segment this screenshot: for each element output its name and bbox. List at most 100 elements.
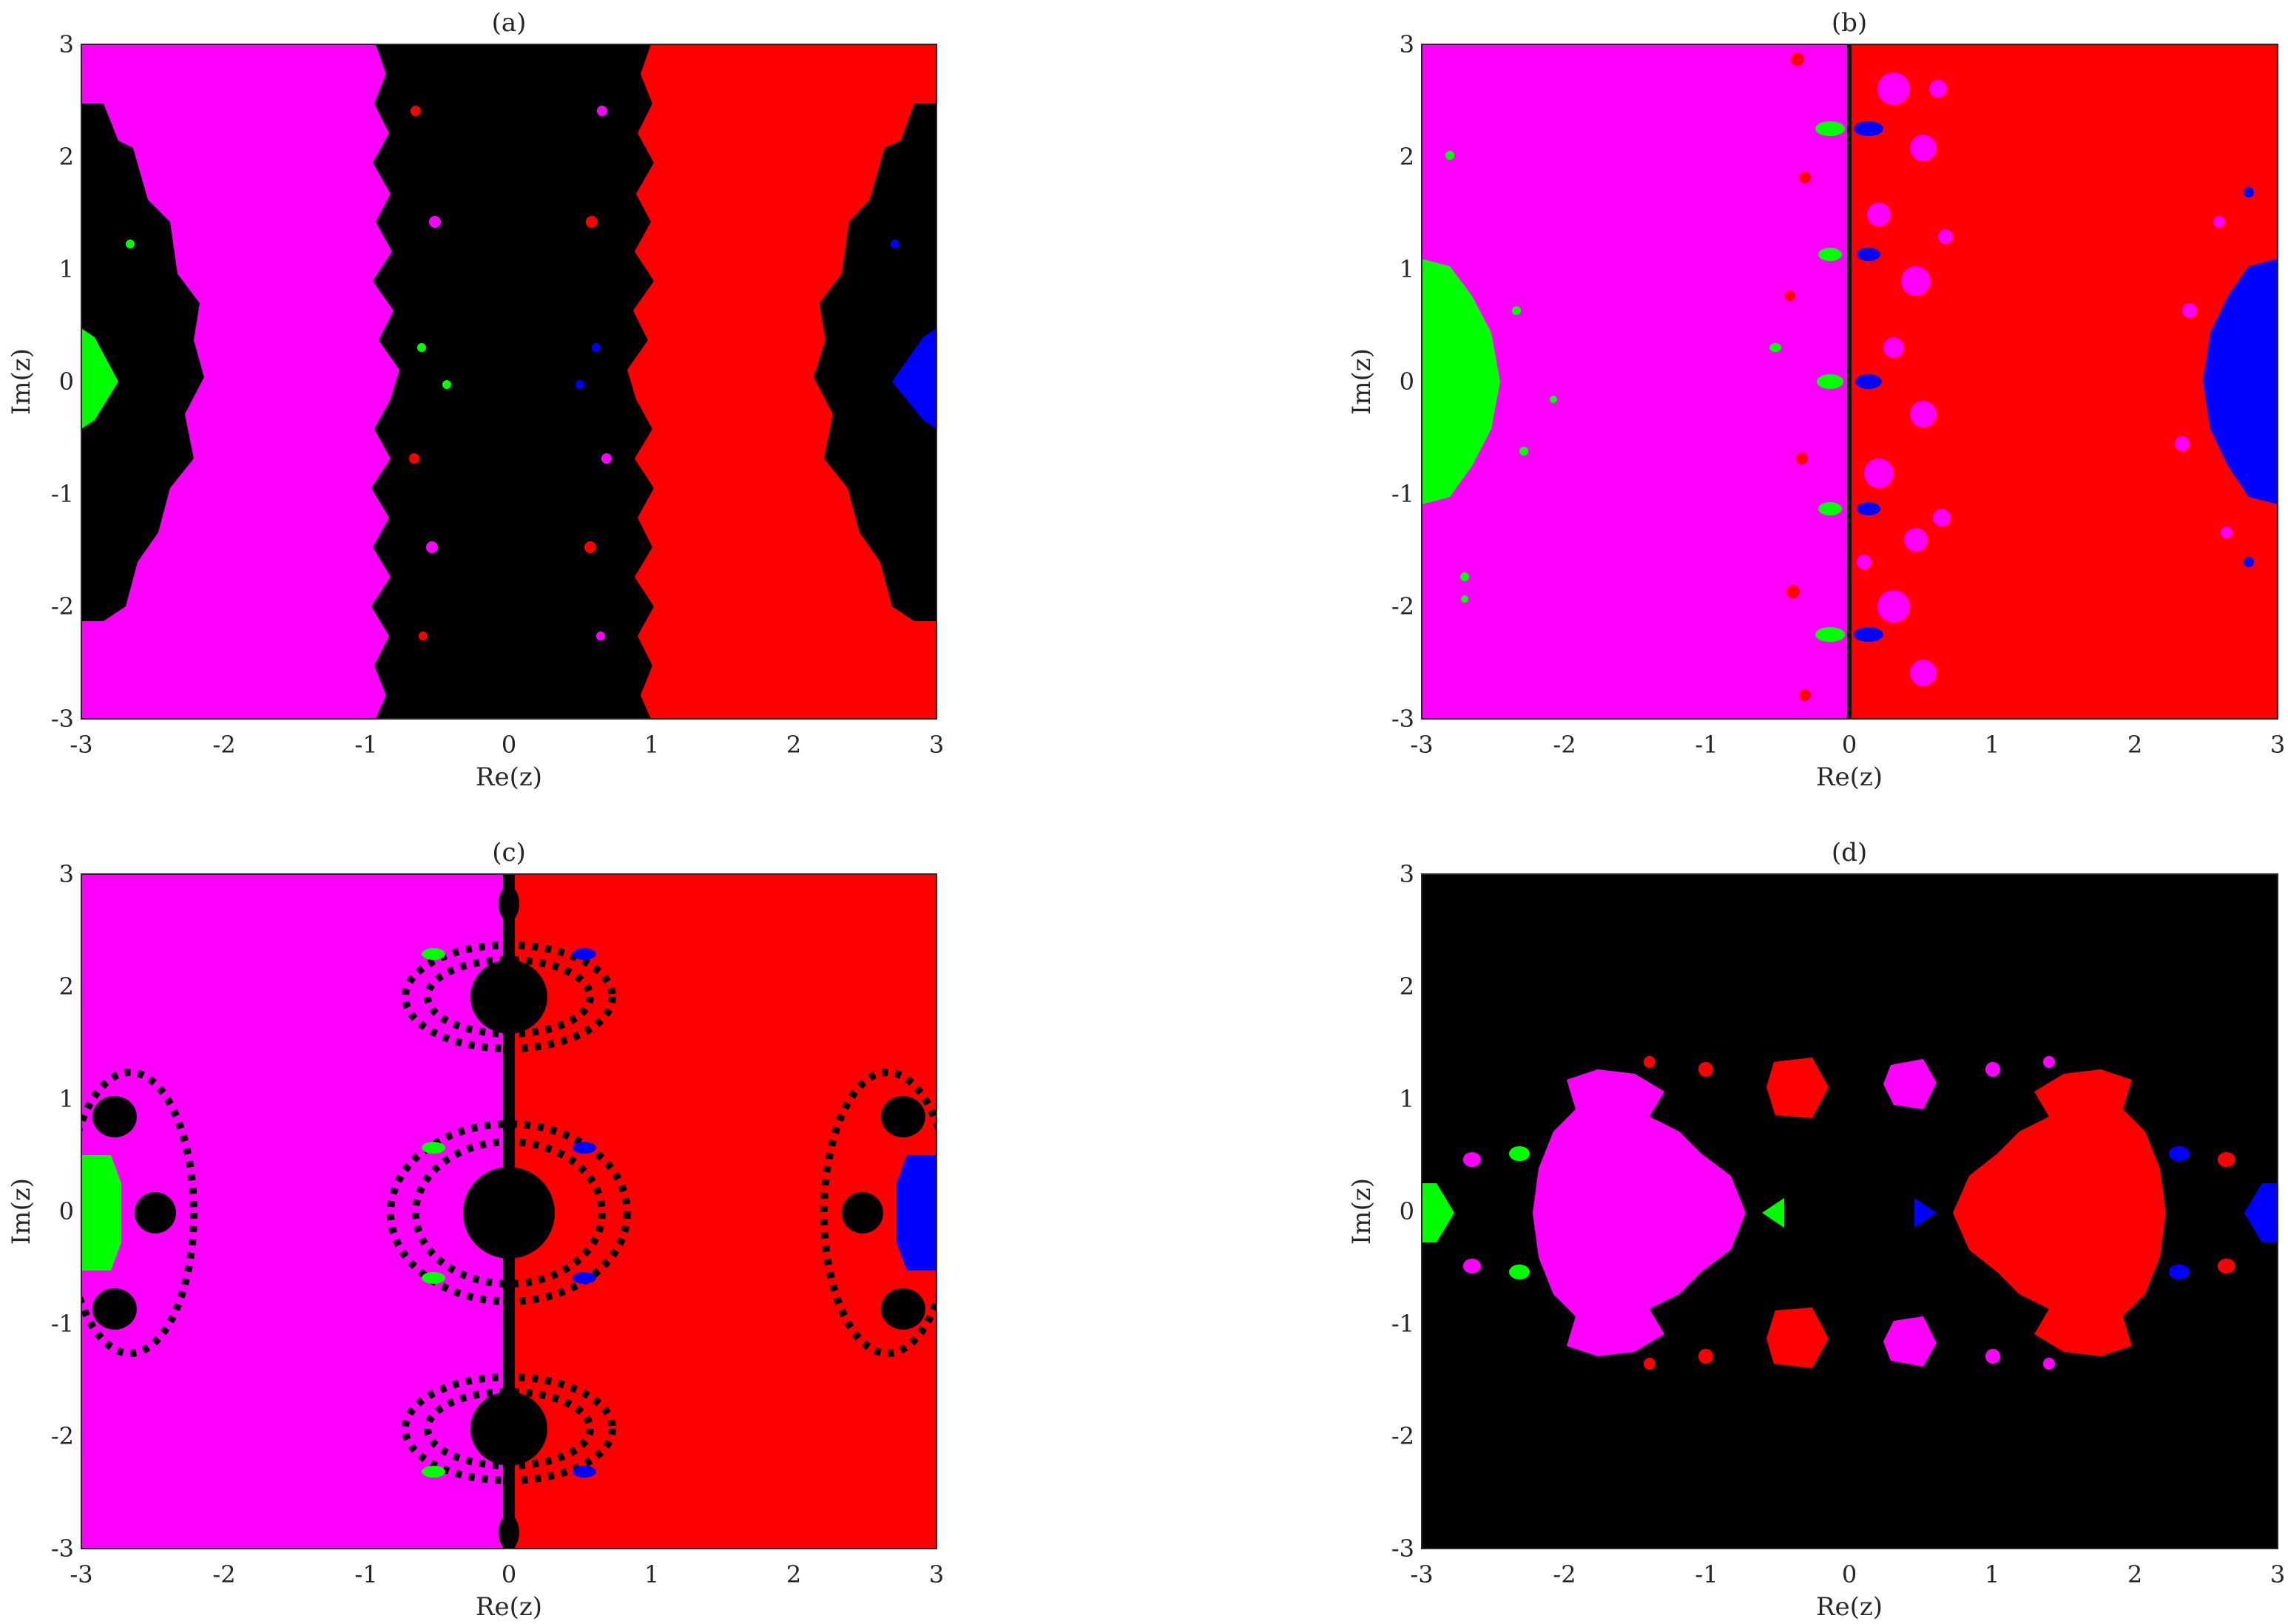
fractal-specks (1445, 53, 2254, 701)
x-tick-label: 2 (786, 731, 801, 759)
y-tick-label: 0 (59, 1197, 74, 1225)
y-tick-label: -3 (51, 705, 74, 733)
basin-region-blue (897, 1155, 937, 1271)
y-tick-label: 3 (1400, 860, 1414, 888)
x-tick-label: -1 (354, 1560, 377, 1589)
x-axis-label: Re(z) (476, 762, 542, 792)
panel-c: (c) -3 -2 -1 0 1 2 3 Re(z) -3 -2 -1 0 1 … (7, 838, 944, 1622)
y-tick-label: 3 (59, 30, 74, 58)
subtitle: (d) (1832, 838, 1867, 867)
y-tick-label: -1 (1391, 1310, 1414, 1338)
y-tick-label: -2 (51, 592, 74, 620)
basin-region-green (1422, 259, 1500, 504)
basin-region-blue (2244, 1183, 2278, 1242)
panel-c-plot-area (81, 874, 937, 1549)
x-tick-label: 0 (1842, 731, 1857, 759)
y-axis: -3 -2 -1 0 1 2 3 Im(z) (7, 860, 74, 1563)
basin-region-black-right (814, 104, 937, 621)
basin-region-blue (2203, 259, 2278, 504)
fractal-specks (1463, 1056, 2235, 1370)
y-tick-label: 0 (1400, 1197, 1414, 1225)
x-tick-label: 2 (2127, 1560, 2142, 1589)
y-axis: -3 -2 -1 0 1 2 3 Im(z) (1347, 30, 1414, 733)
y-tick-label: 1 (59, 1085, 74, 1113)
y-axis: -3 -2 -1 0 1 2 3 Im(z) (1347, 860, 1414, 1563)
y-tick-label: -2 (1391, 592, 1414, 620)
y-axis-label: Im(z) (1347, 348, 1377, 415)
x-tick-label: -2 (1553, 1560, 1576, 1589)
x-tick-label: 1 (1985, 1560, 2000, 1589)
y-tick-label: -3 (1391, 1535, 1414, 1563)
x-axis: -3 -2 -1 0 1 2 3 Re(z) (1410, 731, 2285, 792)
x-tick-label: -2 (1553, 731, 1576, 759)
y-axis: -3 -2 -1 0 1 2 3 Im(z) (7, 30, 74, 733)
x-tick-label: 3 (929, 1560, 944, 1589)
x-axis-label: Re(z) (1816, 762, 1883, 792)
panel-a: (a) -3 -2 -1 0 1 2 3 Re(z) -3 -2 -1 0 1 … (7, 8, 944, 792)
basin-region-green (81, 1155, 121, 1271)
basin-region-green (81, 328, 118, 429)
x-tick-label: -2 (212, 731, 235, 759)
x-tick-label: -1 (1695, 731, 1718, 759)
y-tick-label: 2 (1400, 972, 1414, 1001)
y-tick-label: 0 (1400, 368, 1414, 396)
panel-b: (b) -3 -2 -1 0 1 2 3 Re(z) -3 -2 -1 0 1 … (1347, 8, 2285, 792)
panel-d: (d) -3 -2 -1 0 1 2 3 Re(z) -3 -2 -1 0 1 … (1347, 838, 2285, 1622)
axes-frame (1421, 873, 2278, 1549)
x-tick-label: 3 (2270, 1560, 2285, 1589)
y-tick-label: 1 (59, 255, 74, 283)
subtitle: (c) (492, 838, 526, 867)
subtitle: (a) (492, 8, 527, 38)
basin-region-black-bulbs (92, 886, 925, 1549)
x-tick-label: -2 (212, 1560, 235, 1589)
x-tick-label: 1 (644, 1560, 659, 1589)
panel-a-plot-area (81, 44, 937, 719)
y-tick-label: -1 (51, 1310, 74, 1338)
y-tick-label: -3 (1391, 705, 1414, 733)
x-tick-label: 0 (1842, 1560, 1857, 1589)
x-tick-label: -3 (1410, 1560, 1433, 1589)
x-tick-label: -1 (1695, 1560, 1718, 1589)
x-tick-label: 0 (502, 1560, 516, 1589)
y-tick-label: 3 (59, 860, 74, 888)
panel-d-plot-area (1422, 874, 2278, 1549)
panel-b-plot-area (1422, 44, 2278, 719)
y-tick-label: -1 (51, 480, 74, 508)
x-axis-label: Re(z) (476, 1592, 542, 1622)
x-axis: -3 -2 -1 0 1 2 3 Re(z) (1410, 1560, 2285, 1622)
basin-region-blue (892, 328, 937, 429)
x-axis-label: Re(z) (1816, 1592, 1883, 1622)
axes-frame (1421, 44, 2278, 720)
fractal-specks (422, 948, 596, 1478)
y-tick-label: 2 (1400, 143, 1414, 171)
basin-region-red-lobe (1953, 1069, 2166, 1356)
basin-region-black-center (371, 44, 654, 719)
axes-frame (81, 873, 937, 1549)
x-tick-label: 1 (1985, 731, 2000, 759)
x-tick-label: 2 (2127, 731, 2142, 759)
basin-region-green (1422, 1183, 1454, 1242)
basin-region-magenta-lobe (1533, 1069, 1746, 1356)
x-tick-label: 0 (502, 731, 516, 759)
y-tick-label: 0 (59, 368, 74, 396)
x-tick-label: -1 (354, 731, 377, 759)
x-tick-label: 3 (929, 731, 944, 759)
fractal-specks (126, 106, 900, 640)
y-tick-label: -2 (51, 1422, 74, 1450)
y-tick-label: -2 (1391, 1422, 1414, 1450)
axes-frame (81, 44, 937, 720)
basin-region-black-left (81, 104, 204, 621)
x-axis: -3 -2 -1 0 1 2 3 Re(z) (70, 1560, 944, 1622)
y-tick-label: 1 (1400, 1085, 1414, 1113)
y-axis-label: Im(z) (7, 1178, 36, 1245)
y-axis-label: Im(z) (1347, 1178, 1377, 1245)
y-tick-label: 3 (1400, 30, 1414, 58)
x-tick-label: -3 (70, 1560, 92, 1589)
y-tick-label: -1 (1391, 480, 1414, 508)
x-tick-label: 3 (2270, 731, 2285, 759)
y-tick-label: 2 (59, 143, 74, 171)
y-tick-label: 2 (59, 972, 74, 1001)
y-tick-label: 1 (1400, 255, 1414, 283)
x-axis: -3 -2 -1 0 1 2 3 Re(z) (70, 731, 944, 792)
